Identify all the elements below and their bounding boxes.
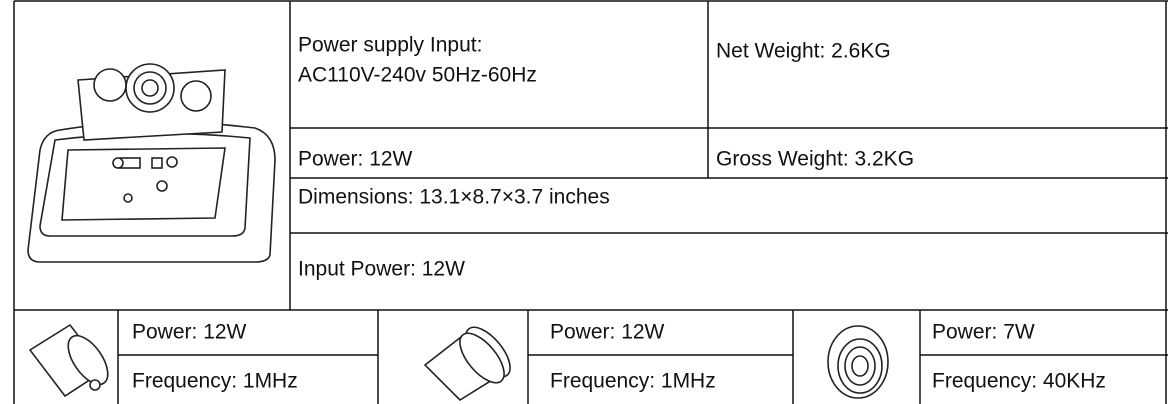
cell-text: Net Weight: 2.6KG — [716, 40, 891, 63]
probe-icon-1 — [30, 325, 116, 396]
cell-text: Power: 12W — [298, 148, 413, 171]
probe-frequency: Frequency: 1MHz — [550, 370, 716, 393]
cell-text: Input Power: 12W — [298, 258, 465, 281]
probe-icon-3 — [828, 326, 888, 398]
cell-text: Gross Weight: 3.2KG — [716, 148, 914, 171]
cell-text: Dimensions: 13.1×8.7×3.7 inches — [298, 186, 610, 209]
probe-frequency: Frequency: 1MHz — [132, 370, 298, 393]
cell-text: AC110V-240v 50Hz-60Hz — [298, 64, 537, 87]
probe-power: Power: 12W — [550, 321, 665, 344]
probe-icon-2 — [425, 320, 518, 400]
probe-power: Power: 7W — [932, 321, 1035, 344]
device-illustration — [28, 64, 275, 262]
probe-power: Power: 12W — [132, 321, 247, 344]
probe-frequency: Frequency: 40KHz — [932, 370, 1106, 393]
cell-text: Power supply Input: — [298, 34, 482, 57]
spec-sheet: Power supply Input: AC110V-240v 50Hz-60H… — [0, 0, 1168, 404]
